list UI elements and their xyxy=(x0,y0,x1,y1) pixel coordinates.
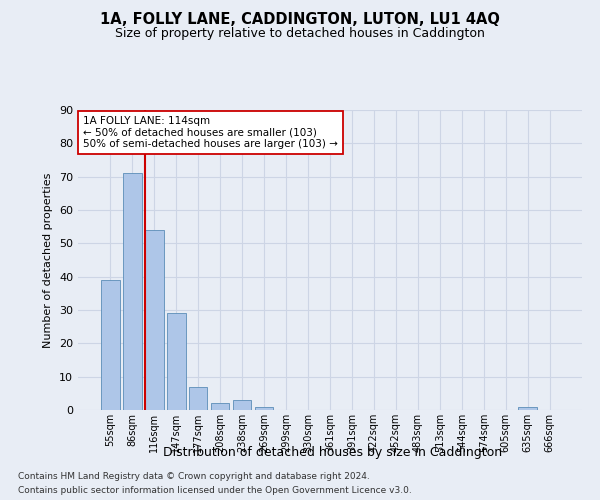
Bar xyxy=(145,230,164,410)
Bar xyxy=(167,314,185,410)
Text: 1A FOLLY LANE: 114sqm
← 50% of detached houses are smaller (103)
50% of semi-det: 1A FOLLY LANE: 114sqm ← 50% of detached … xyxy=(83,116,338,149)
Text: Distribution of detached houses by size in Caddington: Distribution of detached houses by size … xyxy=(163,446,503,459)
Text: Contains HM Land Registry data © Crown copyright and database right 2024.: Contains HM Land Registry data © Crown c… xyxy=(18,472,370,481)
Text: Size of property relative to detached houses in Caddington: Size of property relative to detached ho… xyxy=(115,28,485,40)
Bar xyxy=(123,174,142,410)
Y-axis label: Number of detached properties: Number of detached properties xyxy=(43,172,53,348)
Bar xyxy=(101,280,119,410)
Bar xyxy=(518,406,537,410)
Bar xyxy=(233,400,251,410)
Bar xyxy=(189,386,208,410)
Bar xyxy=(211,404,229,410)
Text: 1A, FOLLY LANE, CADDINGTON, LUTON, LU1 4AQ: 1A, FOLLY LANE, CADDINGTON, LUTON, LU1 4… xyxy=(100,12,500,28)
Bar xyxy=(255,406,274,410)
Text: Contains public sector information licensed under the Open Government Licence v3: Contains public sector information licen… xyxy=(18,486,412,495)
